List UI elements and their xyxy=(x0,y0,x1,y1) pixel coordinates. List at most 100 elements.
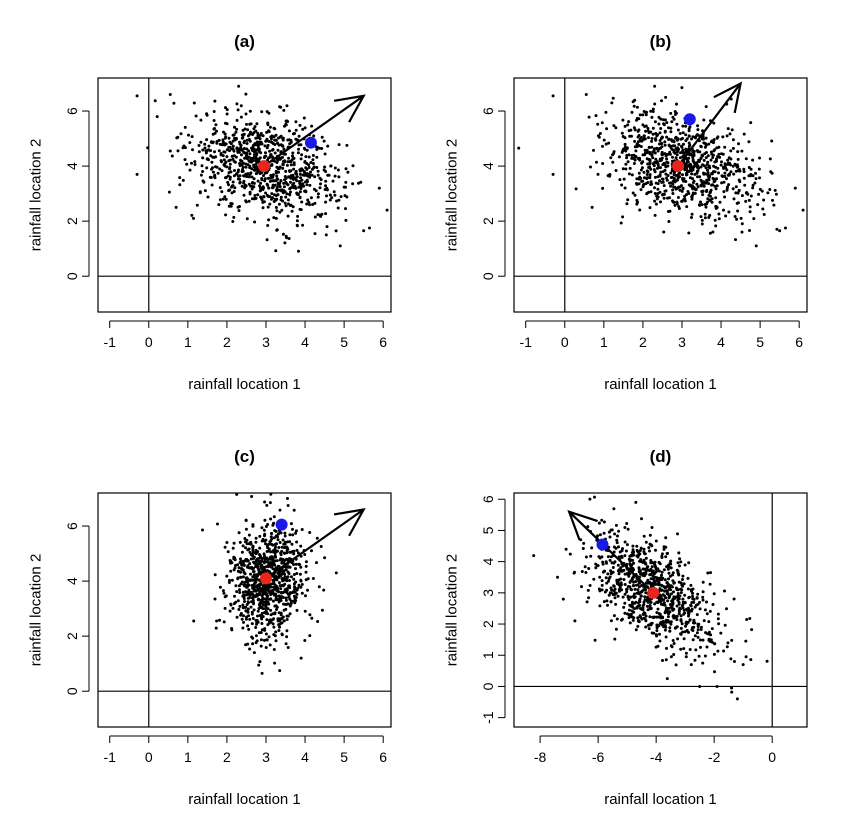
scatter-point xyxy=(286,504,290,507)
scatter-point xyxy=(322,588,326,592)
scatter-point xyxy=(248,596,251,600)
scatter-point xyxy=(214,123,218,127)
scatter-point xyxy=(561,597,565,601)
scatter-point xyxy=(612,550,616,554)
scatter-point xyxy=(246,163,250,167)
scatter-point xyxy=(238,591,242,594)
scatter-point xyxy=(775,227,779,231)
scatter-point xyxy=(640,583,644,587)
scatter-point xyxy=(658,131,662,135)
scatter-point xyxy=(254,136,258,140)
scatter-point xyxy=(627,172,631,176)
scatter-point xyxy=(279,551,283,555)
scatter-point xyxy=(701,193,705,197)
scatter-point xyxy=(220,169,224,173)
scatter-point xyxy=(691,587,695,591)
scatter-point xyxy=(731,187,735,191)
scatter-point xyxy=(308,531,312,534)
x-tick-label: 4 xyxy=(301,334,309,350)
scatter-point xyxy=(667,571,671,575)
scatter-point xyxy=(657,569,661,573)
scatter-point xyxy=(336,206,340,210)
scatter-point xyxy=(655,146,659,150)
scatter-point xyxy=(587,567,591,570)
scatter-point xyxy=(273,183,277,187)
scatter-point xyxy=(638,158,642,162)
scatter-point xyxy=(655,615,659,619)
scatter-point xyxy=(305,183,309,187)
scatter-point xyxy=(714,224,718,228)
scatter-point xyxy=(649,130,653,134)
scatter-point xyxy=(269,550,273,554)
scatter-point xyxy=(733,162,737,166)
scatter-point xyxy=(316,169,320,173)
scatter-point xyxy=(284,195,288,199)
scatter-point xyxy=(278,105,282,109)
scatter-point xyxy=(616,569,620,573)
scatter-point xyxy=(702,158,706,162)
scatter-point xyxy=(714,196,718,200)
scatter-point xyxy=(678,171,682,175)
scatter-point xyxy=(684,624,687,628)
scatter-point xyxy=(264,191,268,195)
scatter-point xyxy=(346,170,350,174)
scatter-point xyxy=(704,156,708,160)
scatter-point xyxy=(643,595,647,599)
scatter-point xyxy=(749,121,753,125)
scatter-point xyxy=(295,179,299,183)
scatter-point xyxy=(324,233,328,237)
scatter-point xyxy=(668,152,672,156)
scatter-point xyxy=(749,658,753,662)
scatter-point xyxy=(285,119,289,123)
scatter-point xyxy=(252,594,256,598)
scatter-point xyxy=(617,545,620,549)
y-axis-label: rainfall location 2 xyxy=(28,554,45,667)
scatter-point xyxy=(645,173,649,176)
scatter-point xyxy=(232,190,236,193)
scatter-point xyxy=(744,639,748,643)
scatter-point xyxy=(642,182,646,186)
scatter-point xyxy=(723,589,726,593)
scatter-point xyxy=(318,186,322,190)
scatter-point xyxy=(621,595,625,599)
scatter-point xyxy=(335,199,339,203)
scatter-point xyxy=(695,161,699,165)
scatter-point xyxy=(206,195,210,199)
scatter-point xyxy=(634,155,638,158)
scatter-point xyxy=(708,582,712,586)
scatter-point xyxy=(699,200,702,204)
scatter-point xyxy=(243,605,247,609)
scatter-point xyxy=(294,169,298,173)
scatter-point xyxy=(238,174,242,178)
scatter-point xyxy=(273,193,276,197)
x-tick-label: 6 xyxy=(379,334,387,350)
scatter-point xyxy=(650,137,654,140)
scatter-point xyxy=(662,547,666,551)
scatter-point xyxy=(303,126,307,130)
scatter-point xyxy=(645,581,648,585)
scatter-point xyxy=(735,217,739,221)
scatter-point xyxy=(337,143,341,147)
scatter-point xyxy=(683,630,687,634)
x-tick-label: -4 xyxy=(650,749,663,765)
scatter-point xyxy=(230,627,234,630)
scatter-point xyxy=(651,107,655,111)
scatter-point xyxy=(256,564,260,568)
scatter-point xyxy=(699,144,703,148)
scatter-point xyxy=(245,142,249,145)
scatter-point xyxy=(270,192,274,196)
scatter-point xyxy=(637,553,641,557)
scatter-point xyxy=(681,630,685,634)
scatter-point xyxy=(683,194,687,198)
scatter-point xyxy=(209,149,213,153)
scatter-point xyxy=(308,634,312,638)
scatter-point xyxy=(328,198,332,202)
scatter-point xyxy=(229,602,233,606)
scatter-point xyxy=(249,557,253,561)
scatter-point xyxy=(218,585,222,589)
scatter-point xyxy=(584,93,588,97)
y-tick-label: 0 xyxy=(480,272,496,280)
scatter-point xyxy=(298,169,302,173)
scatter-point xyxy=(698,607,702,611)
